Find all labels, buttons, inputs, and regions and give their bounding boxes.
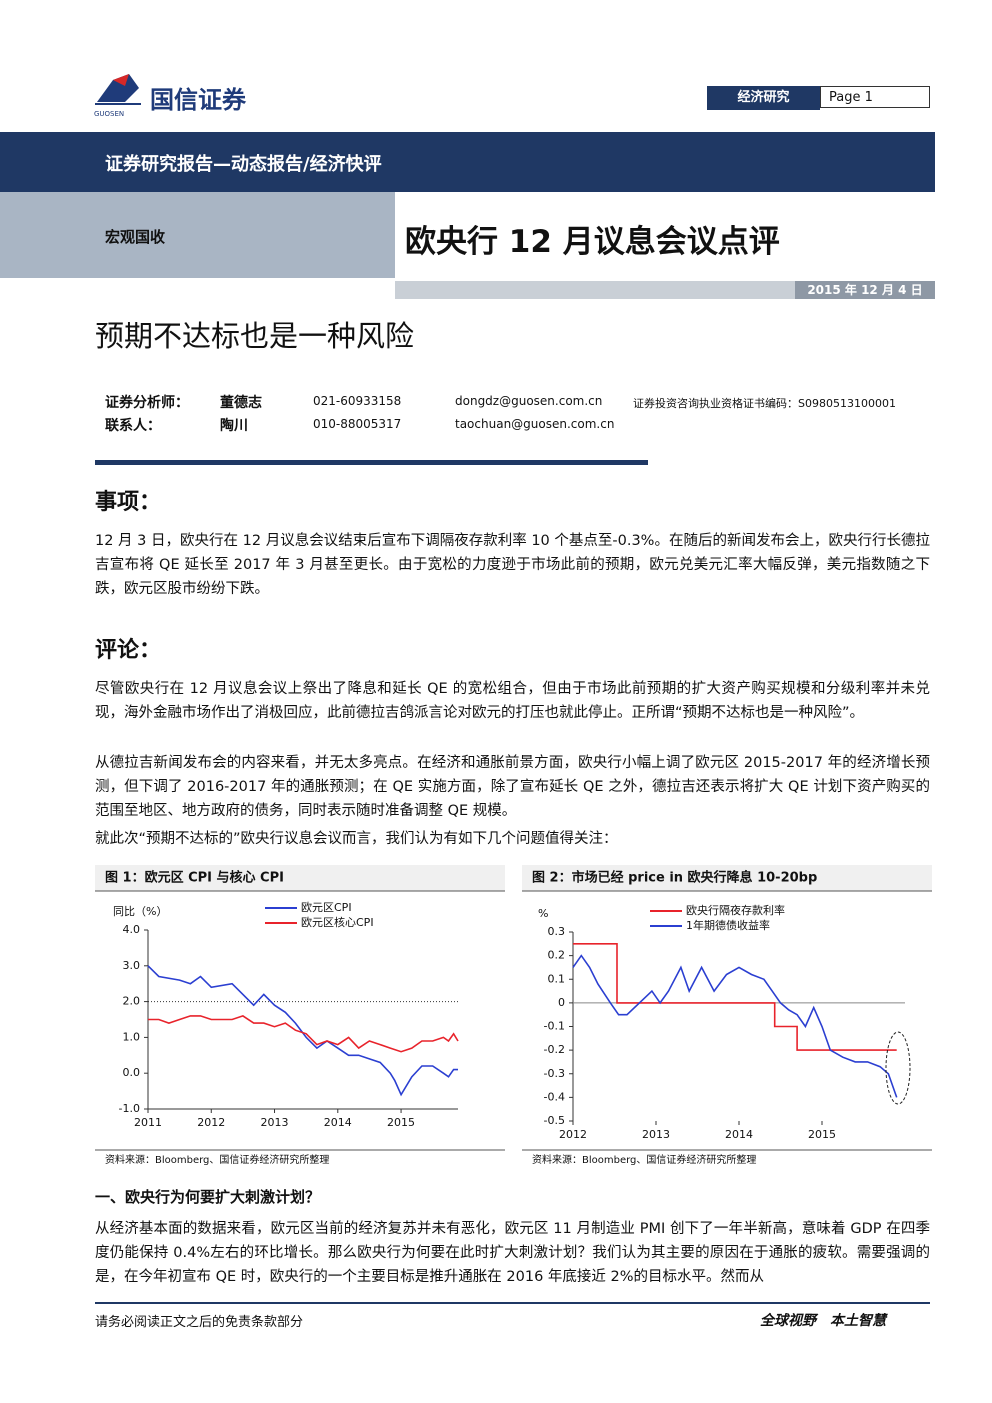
divider (95, 460, 648, 465)
banner (0, 132, 935, 192)
series-line (148, 1015, 459, 1053)
y-axis-label: % (538, 907, 548, 920)
y-tick-label: -1.0 (119, 1102, 140, 1115)
paragraph: 尽管欧央行在 12 月议息会议上祭出了降息和延长 QE 的宽松组合，但由于市场此… (95, 681, 930, 721)
section-heading: 评论： (95, 638, 162, 663)
analyst-name: 陶川 (220, 418, 248, 434)
legend-label: 欧元区CPI (301, 901, 352, 914)
legend-label: 1年期德债收益率 (686, 918, 770, 932)
category-panel (0, 192, 395, 278)
x-tick-label: 2014 (725, 1128, 753, 1141)
logo-icon (95, 74, 141, 105)
banner-text: 证券研究报告—动态报告/经济快评 (105, 154, 382, 175)
analyst-phone: 010-88005317 (313, 417, 402, 431)
analyst-phone: 021-60933158 (313, 394, 402, 408)
series-line (573, 943, 897, 1051)
x-tick-label: 2014 (324, 1116, 352, 1129)
y-tick-label: 0.3 (548, 925, 566, 938)
y-tick-label: 4.0 (123, 923, 141, 936)
legend-label: 欧元区核心CPI (301, 915, 374, 929)
figure-source: 资料来源：Bloomberg、国信证券经济研究所整理 (105, 1153, 329, 1166)
x-tick-label: 2013 (261, 1116, 289, 1129)
x-tick-label: 2015 (387, 1116, 415, 1129)
x-tick-label: 2015 (808, 1128, 836, 1141)
paragraph: 从经济基本面的数据来看，欧元区当前的经济复苏并未有恶化，欧元区 11 月制造业 … (95, 1221, 930, 1285)
analyst-role: 联系人： (105, 418, 161, 434)
series-line (147, 965, 458, 1097)
analyst-email: taochuan@guosen.com.cn (455, 417, 615, 431)
y-tick-label: 0 (558, 996, 565, 1009)
figure-title: 图 1：欧元区 CPI 与核心 CPI (105, 870, 284, 886)
x-tick-label: 2012 (559, 1128, 587, 1141)
y-tick-label: -0.4 (544, 1090, 565, 1103)
figure-title: 图 2：市场已经 price in 欧央行降息 10-20bp (532, 870, 817, 886)
figure-title-bar (522, 865, 932, 891)
y-tick-label: 0.0 (123, 1066, 141, 1079)
report-title: 欧央行 12 月议息会议点评 (405, 224, 780, 260)
y-tick-label: -0.3 (544, 1067, 565, 1080)
analyst-role: 证券分析师： (105, 395, 189, 411)
paragraph: 就此次“预期不达标的”欧央行议息会议而言，我们认为有如下几个问题值得关注： (95, 831, 618, 847)
paragraph: 12 月 3 日，欧央行在 12 月议息会议结束后宣布下调隔夜存款利率 10 个… (95, 533, 930, 597)
x-tick-label: 2012 (197, 1116, 225, 1129)
highlight-circle (885, 1031, 911, 1105)
figure-source: 资料来源：Bloomberg、国信证券经济研究所整理 (532, 1153, 756, 1166)
analyst-email: dongdz@guosen.com.cn (455, 394, 603, 408)
y-tick-label: -0.2 (544, 1043, 565, 1056)
logo-sub: GUOSEN (94, 110, 125, 118)
y-tick-label: 0.1 (548, 972, 566, 985)
analyst-name: 董德志 (220, 395, 262, 411)
x-tick-label: 2011 (134, 1116, 162, 1129)
x-tick-label: 2013 (642, 1128, 670, 1141)
y-tick-label: 1.0 (123, 1030, 141, 1043)
y-tick-label: 0.2 (548, 949, 566, 962)
y-tick-label: -0.5 (544, 1114, 565, 1127)
y-tick-label: 3.0 (123, 959, 141, 972)
section-heading: 事项： (95, 490, 162, 515)
section-tag: 经济研究 (707, 86, 820, 110)
subtitle: 预期不达标也是一种风险 (95, 319, 415, 353)
section-heading: 一、欧央行为何要扩大刺激计划？ (95, 1188, 321, 1206)
logo-text: 国信证券 (150, 86, 246, 114)
category: 宏观国收 (105, 228, 166, 246)
y-tick-label: 2.0 (123, 995, 141, 1008)
date: 2015 年 12 月 4 日 (795, 281, 935, 299)
footer-left: 请务必阅读正文之后的免责条款部分 (95, 1315, 304, 1330)
footer-line (95, 1302, 930, 1304)
legend-label: 欧央行隔夜存款利率 (686, 903, 785, 917)
page-number: Page 1 (820, 86, 930, 108)
series-line (572, 954, 898, 1098)
analyst-license: 证券投资咨询执业资格证书编码：S0980513100001 (633, 397, 896, 410)
paragraph: 从德拉吉新闻发布会的内容来看，并无太多亮点。在经济和通胀前景方面，欧央行小幅上调… (95, 755, 930, 819)
figure-title-bar (95, 865, 505, 891)
footer-right: 全球视野 本土智慧 (760, 1313, 886, 1329)
y-tick-label: -0.1 (544, 1020, 565, 1033)
y-axis-label: 同比（%） (113, 905, 167, 918)
